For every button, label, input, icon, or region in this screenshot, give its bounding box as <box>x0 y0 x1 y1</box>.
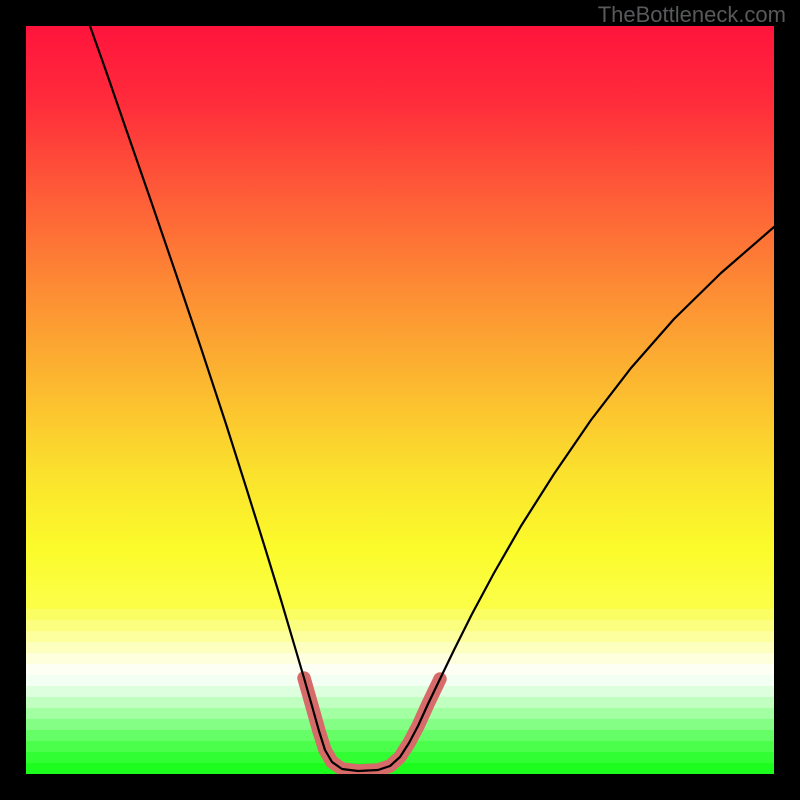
watermark-text: TheBottleneck.com <box>598 2 786 28</box>
plot-area <box>26 26 774 774</box>
curve-main <box>90 26 774 771</box>
bottleneck-curve <box>26 26 774 774</box>
chart-frame: TheBottleneck.com <box>0 0 800 800</box>
